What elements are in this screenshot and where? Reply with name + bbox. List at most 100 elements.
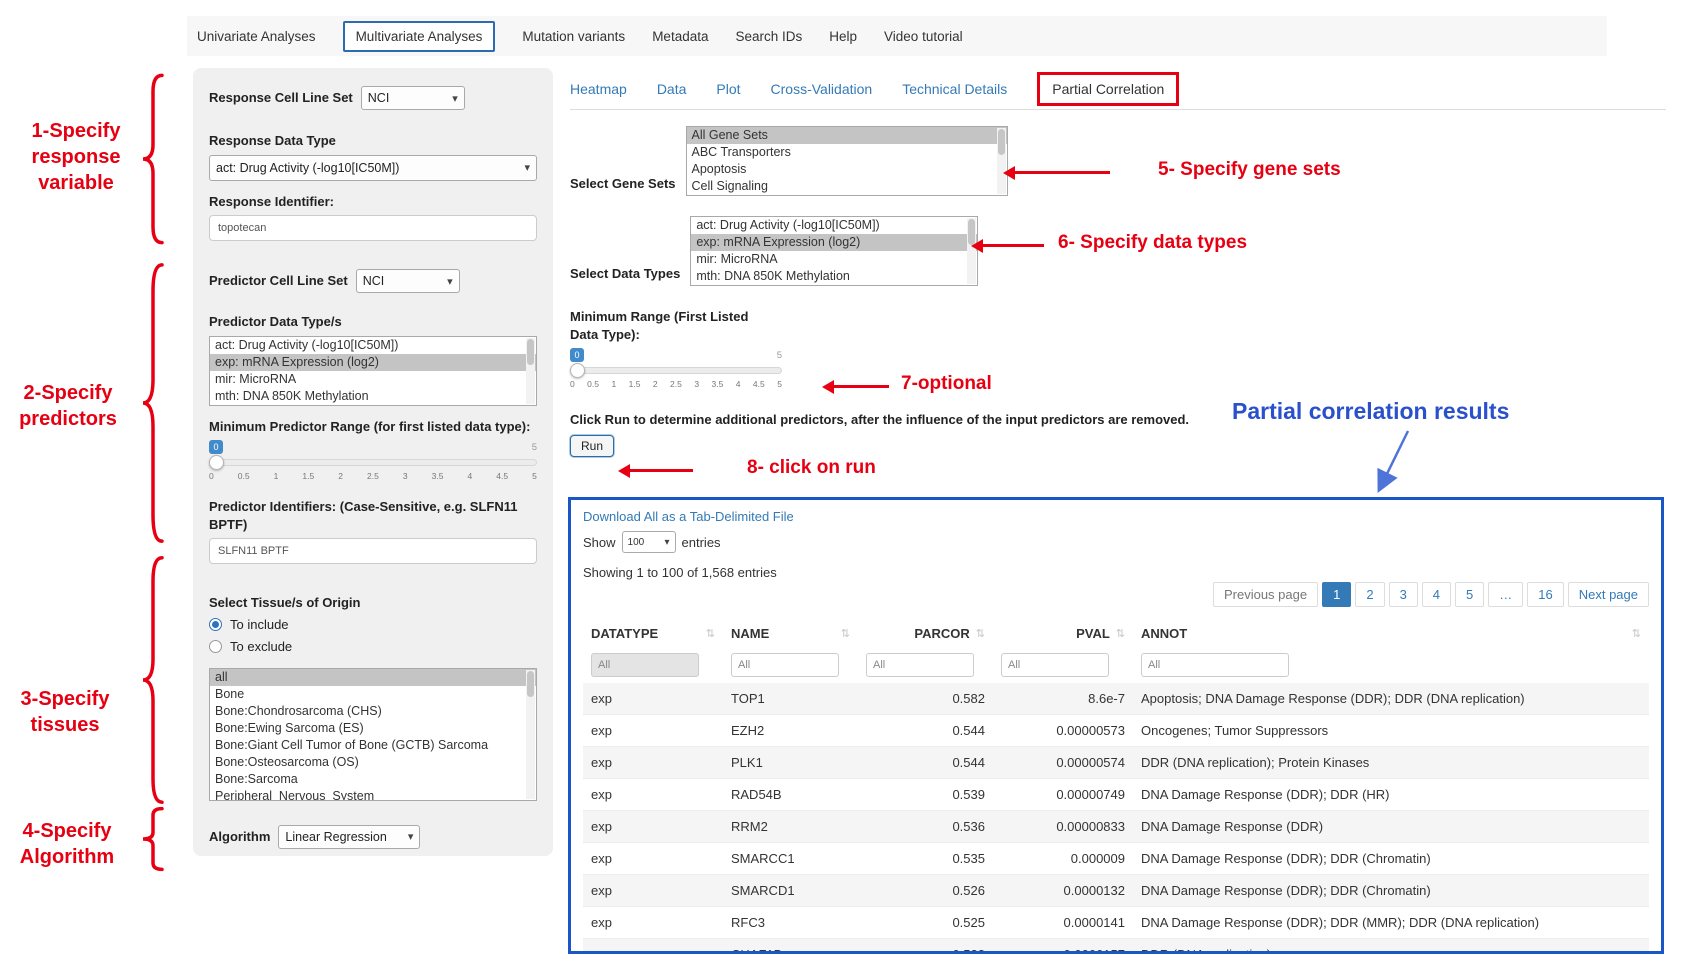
nav-tab[interactable]: Multivariate Analyses xyxy=(342,20,496,52)
scrollbar[interactable] xyxy=(996,128,1006,194)
table-row[interactable]: exp SMARCD1 0.526 0.0000132 DNA Damage R… xyxy=(583,874,1649,907)
pagination-item[interactable]: 3 xyxy=(1388,582,1418,607)
col-header-name[interactable]: NAME ⇅ xyxy=(723,617,858,650)
table-row[interactable]: exp PLK1 0.544 0.00000574 DDR (DNA repli… xyxy=(583,746,1649,779)
listbox-option[interactable]: mth: DNA 850K Methylation xyxy=(696,269,850,283)
tissue-exclude-radio[interactable]: To exclude xyxy=(209,639,537,654)
listbox-option[interactable]: Bone:Ewing Sarcoma (ES) xyxy=(215,720,364,735)
response-cell-line-set-select[interactable]: NCI ▾ xyxy=(360,86,465,110)
pagination-item[interactable]: 1 xyxy=(1322,582,1352,607)
listbox-option[interactable]: mir: MicroRNA xyxy=(215,371,297,386)
slider-handle[interactable] xyxy=(570,363,585,379)
data-types-listbox[interactable]: act: Drug Activity (-log10[IC50M]) exp: m… xyxy=(690,216,979,286)
col-header-pval[interactable]: PVAL ⇅ xyxy=(993,617,1133,650)
predictor-identifiers-input[interactable] xyxy=(209,538,537,565)
col-header-datatype[interactable]: DATATYPE ⇅ xyxy=(583,617,723,650)
pagination-item[interactable]: Previous page xyxy=(1212,582,1319,607)
listbox-option[interactable]: mth: DNA 850K Methylation xyxy=(215,388,369,403)
predictor-cell-line-set-select[interactable]: NCI ▾ xyxy=(355,269,460,294)
nav-tab[interactable]: Mutation variants xyxy=(522,28,626,44)
filter-datatype-input[interactable] xyxy=(591,653,699,677)
listbox-option[interactable]: Apoptosis xyxy=(691,162,747,176)
gene-sets-listbox[interactable]: All Gene Sets ABC Transporters Apoptosis Ce… xyxy=(685,126,1008,196)
min-predictor-range-slider[interactable]: 0 5 0 0.5 1 1.5 2 2.5 3 3.5 4 4.5 5 xyxy=(209,440,537,484)
nav-tab[interactable]: Metadata xyxy=(652,28,709,44)
pagination-item[interactable]: 4 xyxy=(1421,582,1452,607)
tissues-listbox[interactable]: all Bone Bone:Chondrosarcoma (CHS) Bone:Ewi… xyxy=(209,667,537,801)
run-button[interactable]: Run xyxy=(570,435,615,458)
listbox-option[interactable]: Peripheral_Nervous_System xyxy=(215,788,375,801)
result-tab[interactable]: Data xyxy=(656,80,687,97)
tissue-include-radio[interactable]: To include xyxy=(209,617,537,632)
table-row[interactable]: exp RRM2 0.536 0.00000833 DNA Damage Res… xyxy=(583,810,1649,843)
response-identifier-input[interactable] xyxy=(209,215,537,242)
listbox-option[interactable]: All Gene Sets xyxy=(686,127,1007,144)
sort-icon[interactable]: ⇅ xyxy=(1115,628,1125,640)
table-row[interactable]: exp EZH2 0.544 0.00000573 Oncogenes; Tum… xyxy=(583,714,1649,747)
scrollbar-thumb[interactable] xyxy=(997,129,1005,155)
result-tab[interactable]: Cross-Validation xyxy=(770,80,873,97)
result-tab[interactable]: Heatmap xyxy=(570,80,627,97)
red-bracket-1 xyxy=(140,70,164,248)
table-row[interactable]: exp SMARCC1 0.535 0.000009 DNA Damage Re… xyxy=(583,842,1649,875)
listbox-option[interactable]: ABC Transporters xyxy=(691,145,791,159)
scrollbar-thumb[interactable] xyxy=(527,670,534,697)
table-row[interactable]: exp RFC3 0.525 0.0000141 DNA Damage Resp… xyxy=(583,906,1649,939)
nav-tab[interactable]: Search IDs xyxy=(735,28,803,44)
listbox-option[interactable]: Cell Signaling xyxy=(691,179,768,193)
listbox-option[interactable]: exp: mRNA Expression (log2) xyxy=(691,234,978,251)
filter-parcor-input[interactable] xyxy=(866,653,974,677)
predictor-data-types-listbox[interactable]: act: Drug Activity (-log10[IC50M]) exp: m… xyxy=(209,335,537,406)
scrollbar[interactable] xyxy=(526,669,535,799)
radio-unchecked-icon xyxy=(209,639,222,653)
pagination-item[interactable]: 16 xyxy=(1527,582,1564,607)
scrollbar[interactable] xyxy=(526,337,535,404)
listbox-option[interactable]: Bone:Chondrosarcoma (CHS) xyxy=(215,703,382,718)
slider-track[interactable] xyxy=(570,367,782,375)
listbox-option[interactable]: act: Drug Activity (-log10[IC50M]) xyxy=(696,218,880,232)
listbox-option[interactable]: Bone:Sarcoma xyxy=(215,771,298,786)
nav-tab[interactable]: Video tutorial xyxy=(884,28,963,44)
response-data-type-select[interactable]: act: Drug Activity (-log10[IC50M]) ▾ xyxy=(209,154,537,181)
run-instruction: Click Run to determine additional predic… xyxy=(570,412,1190,428)
listbox-option[interactable]: Bone:Osteosarcoma (OS) xyxy=(215,754,359,769)
table-row[interactable]: exp CHAF1B 0.522 0.0000157 DDR (DNA repl… xyxy=(583,938,1649,951)
result-tab[interactable]: Plot xyxy=(716,80,741,97)
filter-annot-input[interactable] xyxy=(1141,653,1289,677)
listbox-option[interactable]: all xyxy=(210,668,536,686)
result-tab[interactable]: Partial Correlation xyxy=(1037,71,1180,106)
show-entries-select[interactable]: 100 ▾ xyxy=(621,531,676,553)
listbox-option[interactable]: Bone:Giant Cell Tumor of Bone (GCTB) Sar… xyxy=(215,737,489,752)
slider-handle[interactable] xyxy=(209,455,224,471)
pagination-item[interactable]: Next page xyxy=(1567,582,1649,607)
scrollbar-thumb[interactable] xyxy=(968,219,976,245)
filter-name-input[interactable] xyxy=(731,653,839,677)
scrollbar-thumb[interactable] xyxy=(527,338,534,365)
listbox-option[interactable]: act: Drug Activity (-log10[IC50M]) xyxy=(215,337,399,352)
min-range-slider[interactable]: 0 5 0 0.5 1 1.5 2 2.5 3 3.5 4 4.5 5 xyxy=(570,348,782,392)
sort-icon[interactable]: ⇅ xyxy=(975,628,985,640)
cell-annot: DDR (DNA replication) xyxy=(1133,938,1649,951)
listbox-option[interactable]: mir: MicroRNA xyxy=(696,252,778,266)
pagination-item[interactable]: 2 xyxy=(1355,582,1385,607)
pagination-item[interactable]: 5 xyxy=(1455,582,1485,607)
col-header-annot[interactable]: ANNOT ⇅ xyxy=(1133,617,1649,650)
result-tab[interactable]: Technical Details xyxy=(902,80,1008,97)
listbox-option[interactable]: Bone xyxy=(215,686,245,701)
annotation-step7: 7-optional xyxy=(901,373,992,394)
algorithm-select[interactable]: Linear Regression ▾ xyxy=(278,824,421,849)
sort-icon[interactable]: ⇅ xyxy=(705,628,715,640)
nav-tab[interactable]: Help xyxy=(829,28,858,44)
table-row[interactable]: exp TOP1 0.582 8.6e-7 Apoptosis; DNA Dam… xyxy=(583,683,1649,715)
listbox-options: All Gene Sets ABC Transporters Apoptosis Ce… xyxy=(686,127,1007,195)
nav-tab[interactable]: Univariate Analyses xyxy=(197,28,316,44)
sort-icon[interactable]: ⇅ xyxy=(1631,628,1641,640)
slider-track[interactable] xyxy=(209,459,537,467)
listbox-option[interactable]: exp: mRNA Expression (log2) xyxy=(210,353,536,371)
col-header-parcor[interactable]: PARCOR ⇅ xyxy=(858,617,993,650)
pagination-item[interactable]: … xyxy=(1488,582,1524,607)
table-row[interactable]: exp RAD54B 0.539 0.00000749 DNA Damage R… xyxy=(583,778,1649,811)
download-link[interactable]: Download All as a Tab-Delimited File xyxy=(583,509,794,524)
filter-pval-input[interactable] xyxy=(1001,653,1109,677)
sort-icon[interactable]: ⇅ xyxy=(840,628,850,640)
